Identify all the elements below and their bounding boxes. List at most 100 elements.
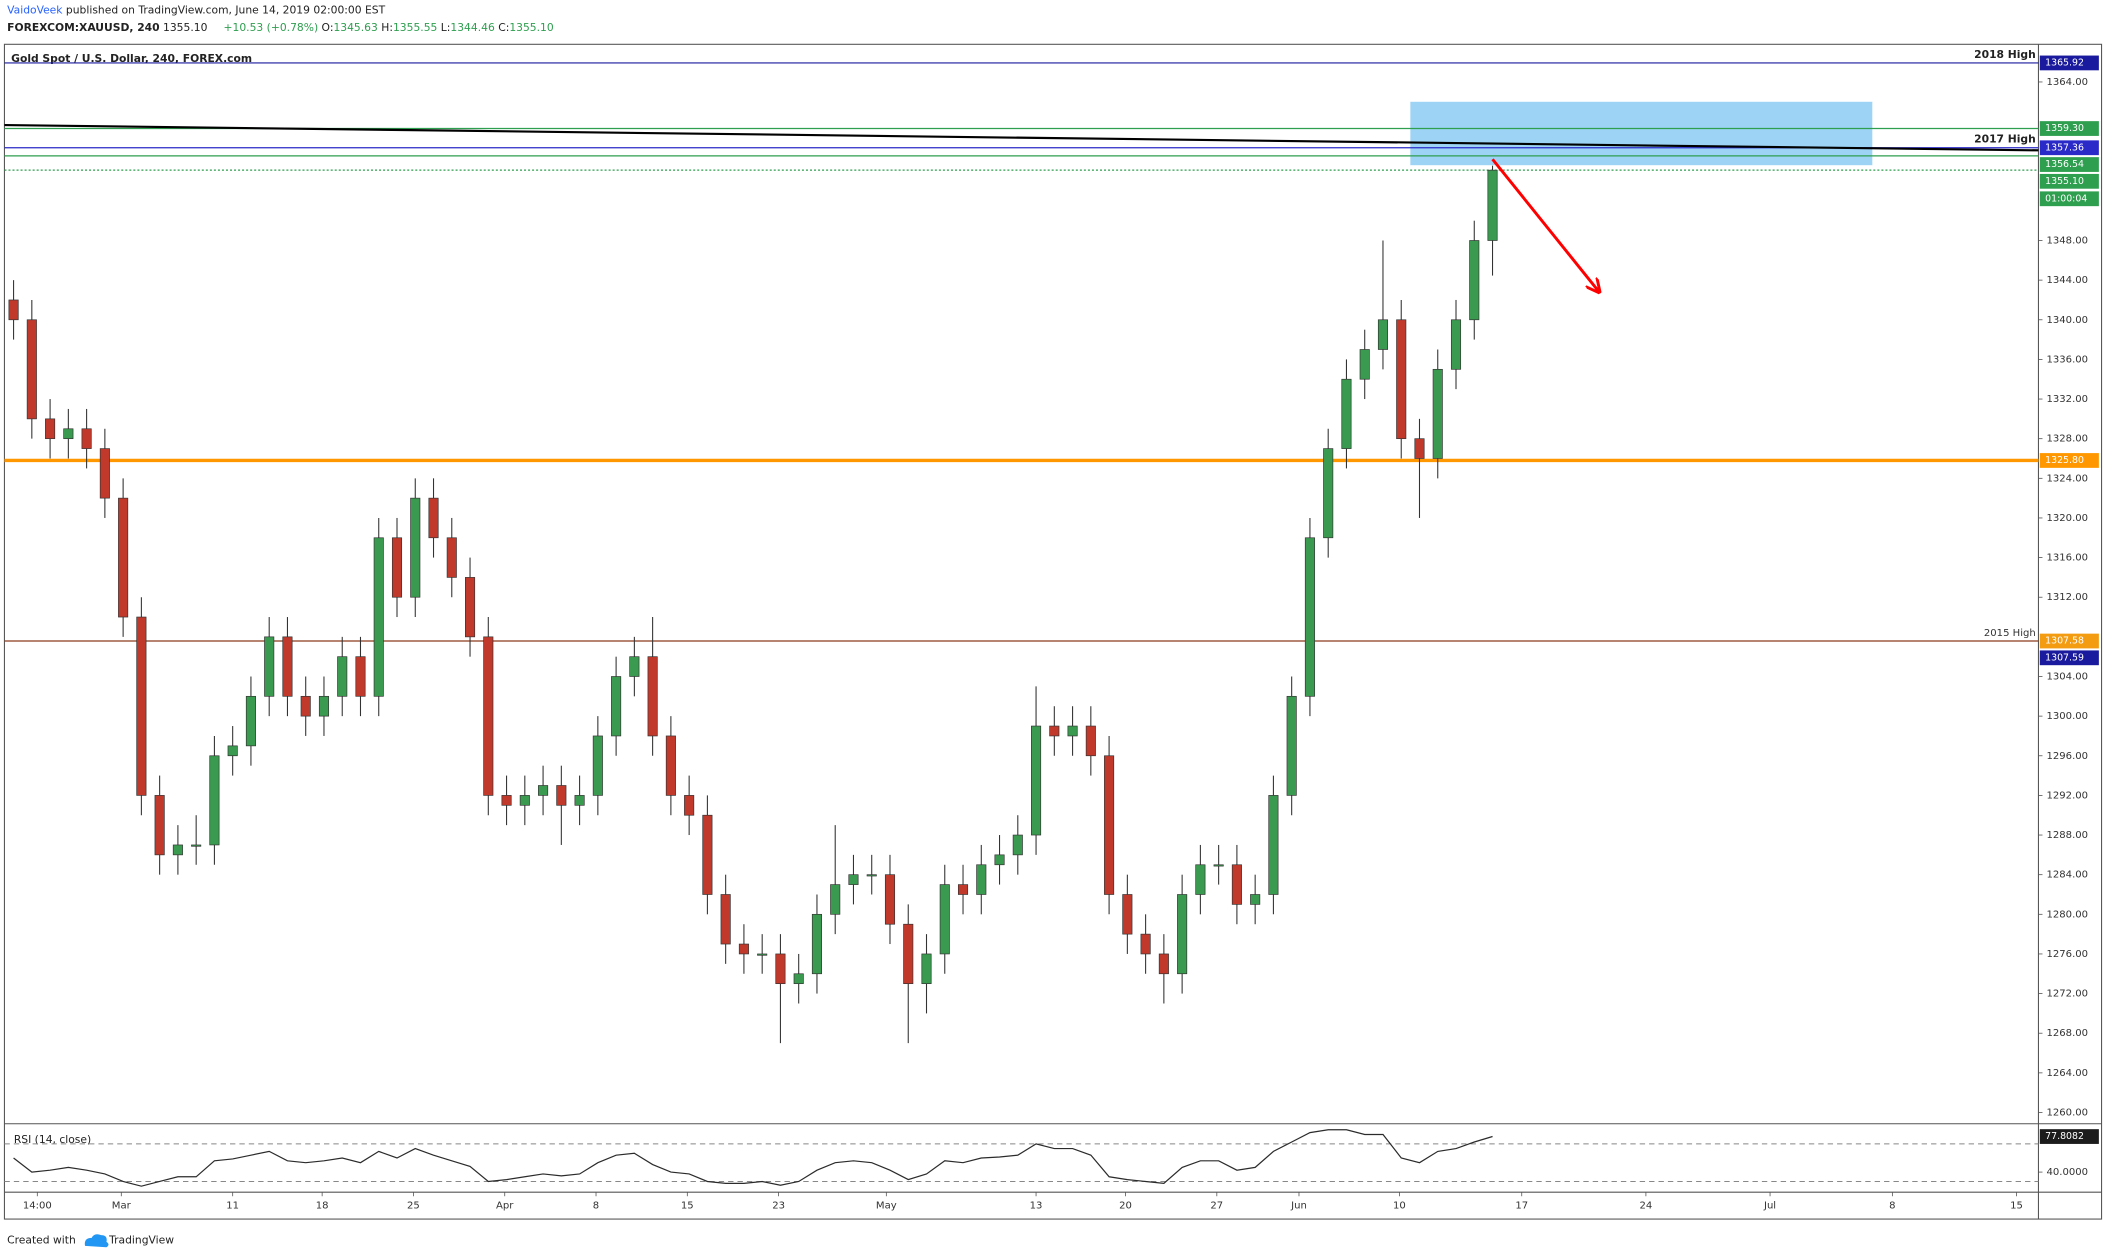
- candle-body: [1067, 725, 1078, 737]
- price-pane: 2018 High 2017 High 2015 High: [4, 48, 2039, 1044]
- candle-body: [1250, 894, 1261, 905]
- candle-body: [209, 755, 220, 846]
- y-tick-label: 1292.00: [2047, 790, 2089, 801]
- candle-body: [556, 785, 567, 806]
- candle-body: [757, 953, 768, 956]
- frame: [3, 43, 2103, 1220]
- change: +10.53 (+0.78%): [224, 21, 319, 34]
- candle-body: [136, 616, 147, 796]
- level-tag-label: 1307.59: [2045, 652, 2084, 663]
- stat-value: 1355.55: [393, 21, 437, 34]
- x-tick-label: 20: [1119, 1201, 1132, 1212]
- candle-body: [118, 497, 129, 618]
- candle-body: [1487, 169, 1498, 241]
- level-tag-label: 1356.54: [2045, 159, 2084, 170]
- x-tick-label: 8: [593, 1201, 599, 1212]
- y-tick-label: 1364.00: [2047, 77, 2089, 88]
- candle-body: [903, 923, 914, 985]
- candle-body: [1122, 894, 1133, 935]
- candle-body: [702, 814, 713, 895]
- x-tick-label: Mar: [112, 1201, 132, 1212]
- y-tick-label: 1332.00: [2047, 394, 2089, 405]
- candle-body: [793, 973, 804, 985]
- countdown-tag: [2039, 191, 2099, 207]
- footer: Created with TradingView: [7, 1234, 174, 1248]
- y-tick-label: 1300.00: [2047, 711, 2089, 722]
- stat-key: H:: [381, 21, 393, 34]
- level-tag: [2039, 121, 2099, 136]
- candle-body: [1377, 319, 1389, 350]
- candle-body: [994, 854, 1005, 866]
- candle-body: [227, 745, 238, 757]
- candle-body: [26, 319, 37, 420]
- level-tag-label: 1357.36: [2045, 142, 2084, 153]
- candle-body: [191, 844, 202, 847]
- byline: VaidoVeek published on TradingView.com, …: [7, 4, 385, 17]
- candle-body: [611, 676, 622, 737]
- candle-body: [1140, 933, 1151, 955]
- y-tick-label: 1276.00: [2047, 949, 2089, 960]
- rsi-title: RSI (14, close): [14, 1133, 91, 1146]
- candle-body: [81, 428, 92, 449]
- x-tick-label: 14:00: [23, 1201, 52, 1212]
- y-tick-label: 1280.00: [2047, 909, 2089, 920]
- level-tag: [2039, 140, 2099, 156]
- y-tick-label: 1304.00: [2047, 671, 2089, 682]
- y-tick-label: 1344.00: [2047, 275, 2089, 286]
- candle-body: [519, 795, 530, 806]
- footer-brand[interactable]: TradingView: [108, 1234, 174, 1247]
- y-tick-label: 1320.00: [2047, 513, 2089, 524]
- x-tick-label: 18: [316, 1201, 329, 1212]
- x-tick-label: 23: [772, 1201, 785, 1212]
- candle-body: [1268, 795, 1279, 895]
- candle-body: [1359, 349, 1370, 380]
- level-tag-label: 1365.92: [2045, 57, 2084, 68]
- candle-body: [1012, 834, 1023, 856]
- candle-body: [410, 497, 421, 598]
- stat-key: L:: [441, 21, 451, 34]
- y-tick-label: 1348.00: [2047, 236, 2089, 247]
- rsi-tag-label: 77.8082: [2045, 1131, 2084, 1142]
- candle-body: [592, 735, 603, 796]
- level-tag: [2039, 55, 2099, 71]
- x-tick-label: 8: [1889, 1201, 1895, 1212]
- author[interactable]: VaidoVeek: [7, 4, 63, 17]
- candle-body: [848, 874, 859, 885]
- candle-body: [1195, 864, 1206, 895]
- candle-body: [45, 418, 56, 440]
- panes: [3, 43, 2103, 1220]
- symbol: FOREXCOM:XAUUSD, 240: [7, 21, 159, 34]
- candle-body: [957, 884, 969, 895]
- candle-body: [647, 656, 658, 737]
- x-tick-label: 11: [226, 1201, 239, 1212]
- candle-body: [1341, 378, 1352, 449]
- x-tick-label: 10: [1393, 1201, 1406, 1212]
- x-tick-label: 24: [1639, 1201, 1652, 1212]
- candle-body: [8, 299, 19, 321]
- candle-body: [1049, 725, 1060, 737]
- level-note: 2015 High: [1984, 628, 2036, 639]
- arrow: [1491, 158, 1599, 291]
- candle-body: [1414, 438, 1425, 459]
- candle-body: [1104, 755, 1115, 895]
- candle-body: [172, 844, 183, 856]
- candle-body: [629, 656, 640, 677]
- stat-value: 1345.63: [333, 21, 377, 34]
- candle-body: [264, 636, 275, 697]
- candle-body: [63, 428, 74, 440]
- chart-title: Gold Spot / U.S. Dollar, 240, FOREX.com: [11, 52, 252, 65]
- candle-body: [811, 913, 822, 975]
- level-tag: [2039, 453, 2099, 468]
- x-tick-label: 15: [2010, 1201, 2023, 1212]
- candle-body: [921, 953, 932, 985]
- stat-key: C:: [498, 21, 509, 34]
- candle-body: [337, 656, 348, 697]
- candle-body: [465, 577, 476, 638]
- x-tick-label: Jun: [1290, 1201, 1307, 1212]
- candle-body: [574, 795, 585, 806]
- y-tick-label: 1264.00: [2047, 1068, 2089, 1079]
- stat-key: O:: [322, 21, 334, 34]
